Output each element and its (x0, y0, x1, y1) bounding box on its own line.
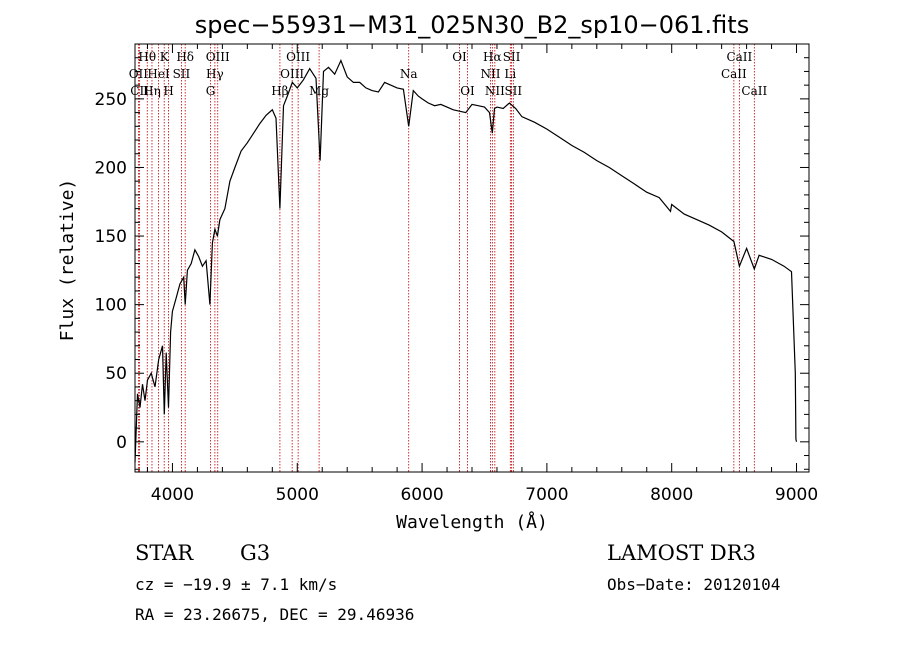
y-tick-label: 0 (116, 433, 127, 453)
y-tick-label: 150 (95, 227, 127, 247)
line-label: SII (503, 50, 521, 64)
obs-date-text: Obs−Date: 20120104 (607, 575, 781, 594)
line-label: HeI (147, 67, 170, 81)
line-label: CaII (726, 50, 752, 64)
y-tick-label: 200 (95, 158, 127, 178)
line-label: K (160, 50, 170, 64)
spectrum-series-line (134, 58, 798, 463)
coordinates-text: RA = 23.26675, DEC = 29.46936 (135, 605, 415, 624)
x-tick-label: 7000 (525, 485, 568, 505)
line-label: OIII (286, 50, 310, 64)
line-label: SII (173, 67, 191, 81)
line-label: OIII (206, 50, 230, 64)
line-label: Hδ (176, 50, 194, 64)
line-label: OI (452, 50, 467, 64)
line-label: CaII (741, 84, 767, 98)
x-axis-label: Wavelength (Å) (396, 511, 548, 533)
line-label: Hγ (206, 67, 224, 81)
line-label: Hθ (138, 50, 156, 64)
y-axis-label: Flux (relative) (57, 179, 78, 342)
y-tick-label: 50 (105, 364, 127, 384)
line-label: CaII (721, 67, 747, 81)
line-label: Hη (143, 84, 161, 98)
line-label: OIII (280, 67, 304, 81)
line-label: Mg (309, 84, 329, 98)
line-label: H (163, 84, 173, 98)
object-subclass: G3 (240, 541, 271, 565)
y-tick-label: 250 (95, 90, 127, 110)
line-label: OII (129, 67, 149, 81)
axis-ticks: 4000 5000 6000 7000 8000 9000 0 50 100 150 200 250 (95, 44, 818, 505)
x-tick-label: 6000 (400, 485, 443, 505)
line-label: Hα (483, 50, 502, 64)
y-tick-label: 100 (95, 296, 127, 316)
x-tick-label: 5000 (276, 485, 319, 505)
x-tick-label: 4000 (151, 485, 194, 505)
line-label: NII (485, 84, 505, 98)
line-label: NII (480, 67, 500, 81)
redshift-text: cz = −19.9 ± 7.1 km/s (135, 575, 338, 594)
line-label: G (206, 84, 216, 98)
survey-name: LAMOST DR3 (607, 541, 756, 565)
spectral-line-markers (137, 44, 755, 472)
x-tick-label: 8000 (650, 485, 693, 505)
chart-title: spec−55931−M31_025N30_B2_sp10−061.fits (195, 11, 749, 39)
x-tick-label: 9000 (775, 485, 818, 505)
line-label: SII (504, 84, 522, 98)
line-label: Li (504, 67, 516, 81)
line-label: OI (460, 84, 475, 98)
line-label: Na (400, 67, 418, 81)
object-class: STAR (135, 541, 194, 565)
plot-frame (134, 43, 810, 473)
line-label: Hβ (271, 84, 288, 98)
